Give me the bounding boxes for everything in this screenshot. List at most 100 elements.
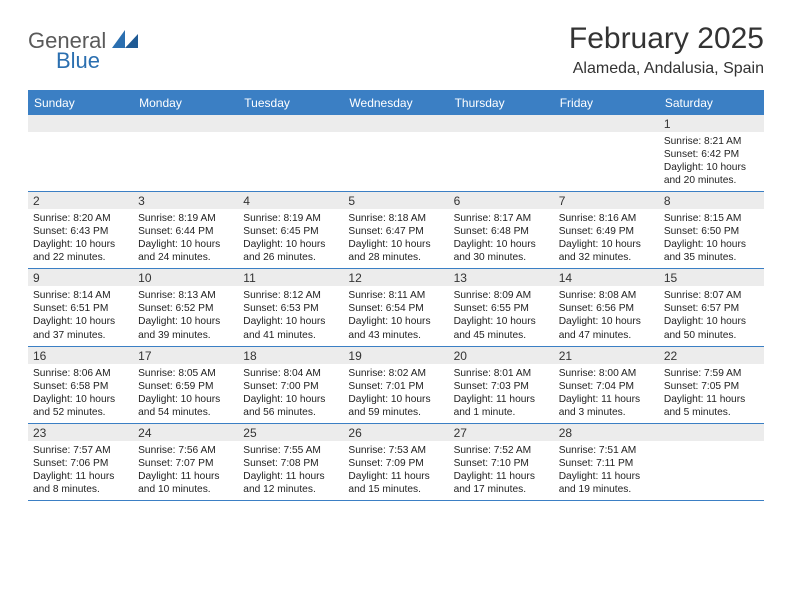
- sunrise-text: Sunrise: 8:13 AM: [138, 289, 233, 302]
- sunset-text: Sunset: 6:53 PM: [243, 302, 338, 315]
- logo-shape-icon: [112, 30, 138, 52]
- day-number: 5: [343, 192, 448, 209]
- day-number: 28: [554, 424, 659, 441]
- day-number: 24: [133, 424, 238, 441]
- day-header-row: Sunday Monday Tuesday Wednesday Thursday…: [28, 91, 764, 115]
- week-row: 16171819202122Sunrise: 8:06 AMSunset: 6:…: [28, 347, 764, 424]
- day-cell: [238, 132, 343, 191]
- day-cell: Sunrise: 8:05 AMSunset: 6:59 PMDaylight:…: [133, 364, 238, 423]
- day-number: 10: [133, 269, 238, 286]
- day-cell: Sunrise: 8:16 AMSunset: 6:49 PMDaylight:…: [554, 209, 659, 268]
- daylight-text: Daylight: 11 hours and 17 minutes.: [454, 470, 549, 496]
- week-row: 1Sunrise: 8:21 AMSunset: 6:42 PMDaylight…: [28, 115, 764, 192]
- daylight-text: Daylight: 10 hours and 20 minutes.: [664, 161, 759, 187]
- sunset-text: Sunset: 6:47 PM: [348, 225, 443, 238]
- sunrise-text: Sunrise: 8:20 AM: [33, 212, 128, 225]
- day-number: 9: [28, 269, 133, 286]
- sunset-text: Sunset: 6:57 PM: [664, 302, 759, 315]
- daylight-text: Daylight: 11 hours and 12 minutes.: [243, 470, 338, 496]
- day-header-sun: Sunday: [28, 91, 133, 115]
- day-number: [28, 115, 133, 132]
- logo-text: General Blue: [28, 30, 138, 72]
- day-cell: [554, 132, 659, 191]
- day-number: 26: [343, 424, 448, 441]
- daylight-text: Daylight: 10 hours and 28 minutes.: [348, 238, 443, 264]
- weeks-container: 1Sunrise: 8:21 AMSunset: 6:42 PMDaylight…: [28, 115, 764, 501]
- day-header-thu: Thursday: [449, 91, 554, 115]
- week-daynum-row: 16171819202122: [28, 347, 764, 364]
- day-cell: Sunrise: 8:07 AMSunset: 6:57 PMDaylight:…: [659, 286, 764, 345]
- sunset-text: Sunset: 6:43 PM: [33, 225, 128, 238]
- day-cell: [133, 132, 238, 191]
- day-cell: Sunrise: 8:08 AMSunset: 6:56 PMDaylight:…: [554, 286, 659, 345]
- title-block: February 2025 Alameda, Andalusia, Spain: [569, 22, 764, 78]
- sunrise-text: Sunrise: 8:02 AM: [348, 367, 443, 380]
- sunrise-text: Sunrise: 8:11 AM: [348, 289, 443, 302]
- daylight-text: Daylight: 11 hours and 8 minutes.: [33, 470, 128, 496]
- day-cell: [343, 132, 448, 191]
- daylight-text: Daylight: 10 hours and 22 minutes.: [33, 238, 128, 264]
- day-number: [343, 115, 448, 132]
- day-cell: Sunrise: 8:06 AMSunset: 6:58 PMDaylight:…: [28, 364, 133, 423]
- week-row: 232425262728Sunrise: 7:57 AMSunset: 7:06…: [28, 424, 764, 501]
- sunrise-text: Sunrise: 7:57 AM: [33, 444, 128, 457]
- day-cell: [28, 132, 133, 191]
- daylight-text: Daylight: 10 hours and 43 minutes.: [348, 315, 443, 341]
- day-cell: [659, 441, 764, 500]
- daylight-text: Daylight: 11 hours and 5 minutes.: [664, 393, 759, 419]
- week-cells-row: Sunrise: 8:14 AMSunset: 6:51 PM Daylight:…: [28, 286, 764, 345]
- sunset-text: Sunset: 6:56 PM: [559, 302, 654, 315]
- day-cell: Sunrise: 8:11 AMSunset: 6:54 PMDaylight:…: [343, 286, 448, 345]
- daylight-text: Daylight: 10 hours and 47 minutes.: [559, 315, 654, 341]
- day-cell: Sunrise: 8:09 AMSunset: 6:55 PMDaylight:…: [449, 286, 554, 345]
- day-number: 1: [659, 115, 764, 132]
- logo-text-2: Blue: [56, 50, 138, 72]
- day-cell: Sunrise: 8:13 AMSunset: 6:52 PMDaylight:…: [133, 286, 238, 345]
- sunrise-text: Sunrise: 8:14 AM: [33, 289, 128, 302]
- day-cell: Sunrise: 8:18 AMSunset: 6:47 PMDaylight:…: [343, 209, 448, 268]
- day-cell: Sunrise: 7:57 AMSunset: 7:06 PMDaylight:…: [28, 441, 133, 500]
- daylight-text: Daylight: 10 hours and 41 minutes.: [243, 315, 338, 341]
- day-number: 23: [28, 424, 133, 441]
- day-header-wed: Wednesday: [343, 91, 448, 115]
- day-number: 25: [238, 424, 343, 441]
- week-cells-row: Sunrise: 7:57 AMSunset: 7:06 PMDaylight:…: [28, 441, 764, 500]
- day-number: 11: [238, 269, 343, 286]
- page-title: February 2025: [569, 22, 764, 56]
- day-cell: Sunrise: 7:52 AMSunset: 7:10 PMDaylight:…: [449, 441, 554, 500]
- sunrise-text: Sunrise: 8:19 AM: [243, 212, 338, 225]
- week-cells-row: Sunrise: 8:20 AMSunset: 6:43 PMDaylight:…: [28, 209, 764, 268]
- day-number: 17: [133, 347, 238, 364]
- day-cell: Sunrise: 7:53 AMSunset: 7:09 PMDaylight:…: [343, 441, 448, 500]
- daylight-text: Daylight: 10 hours and 45 minutes.: [454, 315, 549, 341]
- sunset-text: Sunset: 6:45 PM: [243, 225, 338, 238]
- day-number: 4: [238, 192, 343, 209]
- day-cell: Sunrise: 8:12 AMSunset: 6:53 PMDaylight:…: [238, 286, 343, 345]
- daylight-text: Daylight: 10 hours and 39 minutes.: [138, 315, 233, 341]
- sunrise-text: Sunrise: 8:04 AM: [243, 367, 338, 380]
- week-row: 9101112131415Sunrise: 8:14 AMSunset: 6:5…: [28, 269, 764, 346]
- day-cell: Sunrise: 8:20 AMSunset: 6:43 PMDaylight:…: [28, 209, 133, 268]
- sunset-text: Sunset: 6:54 PM: [348, 302, 443, 315]
- week-daynum-row: 9101112131415: [28, 269, 764, 286]
- daylight-text: Daylight: 10 hours and 59 minutes.: [348, 393, 443, 419]
- daylight-text: Daylight: 10 hours and 35 minutes.: [664, 238, 759, 264]
- daylight-text: Daylight: 11 hours and 15 minutes.: [348, 470, 443, 496]
- sunset-text: Sunset: 7:00 PM: [243, 380, 338, 393]
- day-cell: Sunrise: 8:21 AMSunset: 6:42 PMDaylight:…: [659, 132, 764, 191]
- sunset-text: Sunset: 7:07 PM: [138, 457, 233, 470]
- day-number: [238, 115, 343, 132]
- day-cell: Sunrise: 8:17 AMSunset: 6:48 PMDaylight:…: [449, 209, 554, 268]
- day-number: 3: [133, 192, 238, 209]
- daylight-text: Daylight: 10 hours and 56 minutes.: [243, 393, 338, 419]
- day-number: 14: [554, 269, 659, 286]
- sunset-text: Sunset: 7:11 PM: [559, 457, 654, 470]
- sunrise-text: Sunrise: 8:19 AM: [138, 212, 233, 225]
- sunrise-text: Sunrise: 7:52 AM: [454, 444, 549, 457]
- day-number: 8: [659, 192, 764, 209]
- day-header-tue: Tuesday: [238, 91, 343, 115]
- sunset-text: Sunset: 7:08 PM: [243, 457, 338, 470]
- sunset-text: Sunset: 6:51 PM: [33, 302, 128, 315]
- day-cell: Sunrise: 8:01 AMSunset: 7:03 PMDaylight:…: [449, 364, 554, 423]
- page-subtitle: Alameda, Andalusia, Spain: [569, 60, 764, 78]
